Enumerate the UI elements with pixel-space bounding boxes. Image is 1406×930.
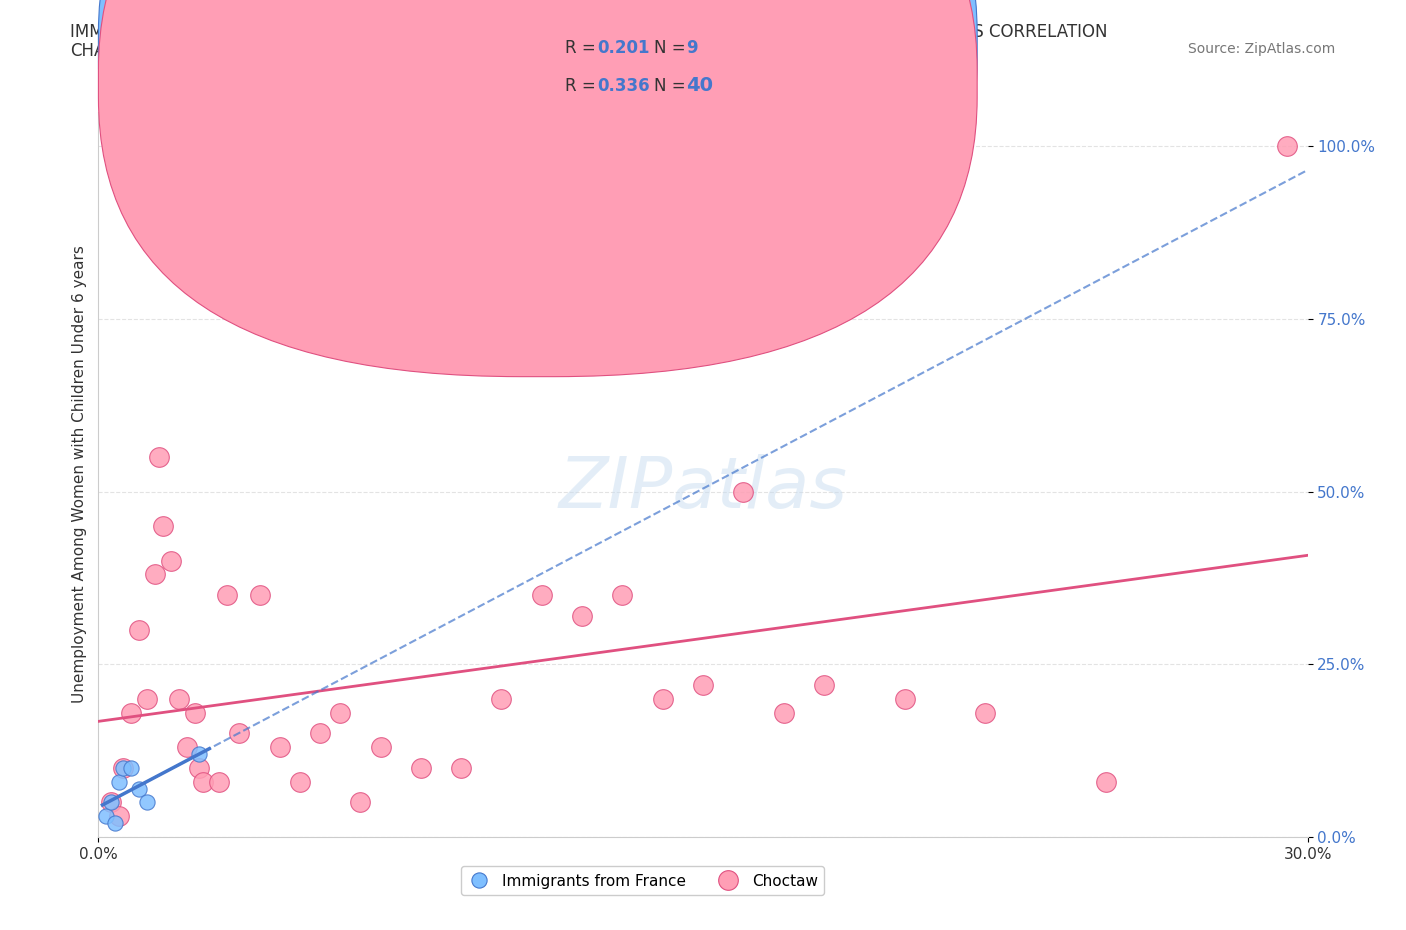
Point (148, 449, 170, 464)
Point (100, 795, 122, 810)
Point (100, 795, 122, 810)
Point (409, 761, 432, 776)
Point (120, 761, 142, 776)
Point (188, 761, 211, 776)
Point (450, 761, 472, 776)
Point (135, 795, 157, 810)
Point (288, 775, 311, 790)
Text: N =: N = (654, 39, 690, 58)
Point (184, 705, 207, 720)
Text: CHART: CHART (70, 42, 127, 60)
Point (269, 739, 291, 754)
Point (491, 691, 513, 706)
Point (571, 608, 593, 623)
Point (107, 775, 129, 790)
Point (96, 809, 118, 824)
Point (160, 553, 183, 568)
Text: 0.201: 0.201 (598, 39, 650, 58)
Point (176, 739, 198, 754)
Point (188, 747, 211, 762)
Text: 0.336: 0.336 (598, 76, 650, 95)
Text: IMMIGRANTS FROM FRANCE VS CHOCTAW UNEMPLOYMENT AMONG WOMEN WITH CHILDREN UNDER 6: IMMIGRANTS FROM FRANCE VS CHOCTAW UNEMPL… (70, 23, 1108, 41)
Point (813, 678, 835, 693)
Point (612, 588, 634, 603)
Text: R =: R = (565, 76, 602, 95)
Point (217, 588, 239, 603)
Point (193, 775, 215, 790)
Y-axis label: Unemployment Among Women with Children Under 6 years: Unemployment Among Women with Children U… (72, 246, 87, 703)
Point (974, 705, 997, 720)
Point (1095, 775, 1118, 790)
Point (167, 691, 190, 706)
Point (135, 691, 157, 706)
Point (1277, 139, 1299, 153)
Point (111, 761, 134, 776)
Text: Source: ZipAtlas.com: Source: ZipAtlas.com (1188, 42, 1336, 56)
Legend: Immigrants from France, Choctaw: Immigrants from France, Choctaw (461, 867, 824, 895)
Point (208, 775, 231, 790)
Point (329, 705, 352, 720)
Point (143, 567, 166, 582)
Text: ZIPatlas: ZIPatlas (558, 455, 848, 524)
Text: 40: 40 (686, 76, 713, 95)
Point (651, 691, 673, 706)
Point (152, 519, 174, 534)
Point (107, 809, 129, 824)
Point (309, 726, 332, 741)
Text: R =: R = (565, 39, 602, 58)
Point (370, 739, 392, 754)
Text: 9: 9 (686, 39, 697, 58)
Point (128, 781, 150, 796)
Point (692, 678, 714, 693)
Text: N =: N = (654, 76, 690, 95)
Point (111, 761, 134, 776)
Point (120, 705, 142, 720)
Point (249, 588, 271, 603)
Point (228, 726, 250, 741)
Point (772, 705, 794, 720)
Point (530, 588, 553, 603)
Point (733, 485, 755, 499)
Point (893, 691, 915, 706)
Point (349, 795, 371, 810)
Point (103, 816, 125, 830)
Point (128, 622, 150, 637)
